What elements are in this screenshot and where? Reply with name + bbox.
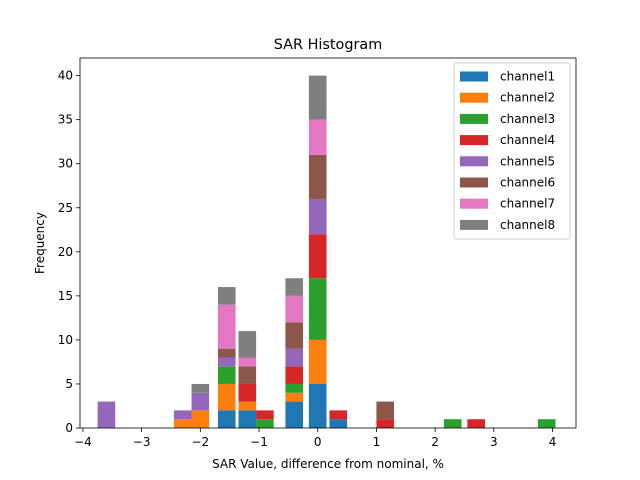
legend-box: [453, 62, 571, 240]
x-axis-label: SAR Value, difference from nominal, %: [212, 457, 444, 471]
legend-swatch-channel5: [460, 156, 488, 167]
y-tick-label: 30: [58, 157, 73, 171]
bar-channel2-bin-1: [173, 419, 192, 428]
y-tick-label: 10: [58, 333, 73, 347]
legend-swatch-channel1: [460, 71, 488, 82]
bar-channel5-bin-3: [217, 357, 236, 367]
bar-channel5-bin-2: [191, 392, 210, 411]
legend-label-channel6: channel6: [500, 176, 555, 190]
bar-channel7-bin-3: [217, 304, 236, 349]
y-tick-label: 0: [65, 421, 73, 435]
bar-channel6-bin-3: [217, 348, 236, 358]
bar-channel8-bin-4: [238, 331, 257, 358]
bar-channel7-bin-7: [308, 119, 327, 155]
x-tick-label: 3: [490, 435, 498, 449]
y-tick-label: 25: [58, 201, 73, 215]
bar-channel1-bin-6: [285, 401, 304, 428]
bar-channel3-bin-6: [285, 383, 304, 393]
x-tick-label: −4: [74, 435, 92, 449]
bar-channel3-bin-7: [308, 278, 327, 340]
bar-channel1-bin-7: [308, 383, 327, 428]
bar-channel3-bin-12: [537, 419, 556, 428]
bar-channel7-bin-4: [238, 357, 257, 367]
bar-channel6-bin-4: [238, 366, 257, 384]
x-tick-label: 2: [431, 435, 439, 449]
bar-channel4-bin-4: [238, 383, 257, 402]
bar-channel3-bin-5: [256, 419, 274, 428]
legend-swatch-channel2: [460, 92, 488, 103]
bar-channel2-bin-2: [191, 410, 210, 428]
legend-label-channel8: channel8: [500, 218, 555, 232]
bar-channel8-bin-6: [285, 278, 304, 296]
bar-channel4-bin-8: [329, 410, 348, 420]
x-tick-label: 0: [314, 435, 322, 449]
bar-channel4-bin-9: [376, 419, 395, 428]
bar-channel8-bin-2: [191, 383, 210, 393]
legend-label-channel1: channel1: [500, 70, 555, 84]
legend-label-channel4: channel4: [500, 133, 555, 147]
y-tick-label: 15: [58, 289, 73, 303]
bar-channel5-bin-0: [97, 401, 116, 428]
bars-group: [97, 75, 556, 428]
legend-swatch-channel4: [460, 135, 488, 146]
bar-channel4-bin-6: [285, 366, 304, 384]
bar-channel4-bin-5: [256, 410, 274, 420]
legend-label-channel3: channel3: [500, 112, 555, 126]
legend-swatch-channel8: [460, 219, 488, 230]
legend-swatch-channel6: [460, 177, 488, 188]
bar-channel5-bin-6: [285, 348, 304, 367]
x-tick-label: −3: [133, 435, 151, 449]
bar-channel3-bin-10: [443, 419, 462, 428]
legend-label-channel5: channel5: [500, 154, 555, 168]
bar-channel1-bin-3: [217, 410, 236, 428]
plot-frame: [79, 57, 577, 429]
bar-channel2-bin-6: [285, 392, 304, 402]
bar-channel3-bin-3: [217, 366, 236, 384]
bar-channel2-bin-3: [217, 383, 236, 411]
legend: channel1 channel2 channel3 channel4 channel5…: [453, 62, 571, 240]
bar-channel4-bin-7: [308, 234, 327, 279]
bar-channel6-bin-9: [376, 401, 395, 420]
legend-swatch-channel3: [460, 113, 488, 124]
legend-swatch-channel7: [460, 198, 488, 209]
y-tick-label: 5: [65, 377, 73, 391]
bar-channel1-bin-8: [329, 419, 348, 428]
y-axis-label: Frequency: [33, 212, 47, 274]
x-tick-label: 4: [549, 435, 557, 449]
bar-channel8-bin-3: [217, 287, 236, 305]
bar-channel5-bin-1: [173, 410, 192, 420]
y-tick-label: 35: [58, 113, 73, 127]
bar-channel2-bin-7: [308, 339, 327, 384]
y-axis: 0 5 10 15 20 25 30 35 40: [58, 69, 80, 435]
bar-channel5-bin-7: [308, 198, 327, 235]
bar-channel4-bin-11: [467, 419, 486, 428]
bar-channel6-bin-7: [308, 154, 327, 199]
x-tick-label: −2: [191, 435, 209, 449]
x-tick-label: 1: [373, 435, 381, 449]
chart-title: SAR Histogram: [274, 37, 382, 53]
y-tick-label: 20: [58, 245, 73, 259]
x-axis: −4 −3 −2 −1 0 1 2 3 4: [74, 428, 556, 449]
bar-channel7-bin-6: [285, 295, 304, 323]
bar-channel8-bin-7: [308, 75, 327, 120]
bar-channel6-bin-6: [285, 322, 304, 349]
legend-label-channel7: channel7: [500, 197, 555, 211]
legend-label-channel2: channel2: [500, 91, 555, 105]
x-tick-label: −1: [250, 435, 268, 449]
y-tick-label: 40: [58, 69, 73, 83]
bar-channel1-bin-4: [238, 410, 257, 428]
bar-channel2-bin-4: [238, 401, 257, 411]
